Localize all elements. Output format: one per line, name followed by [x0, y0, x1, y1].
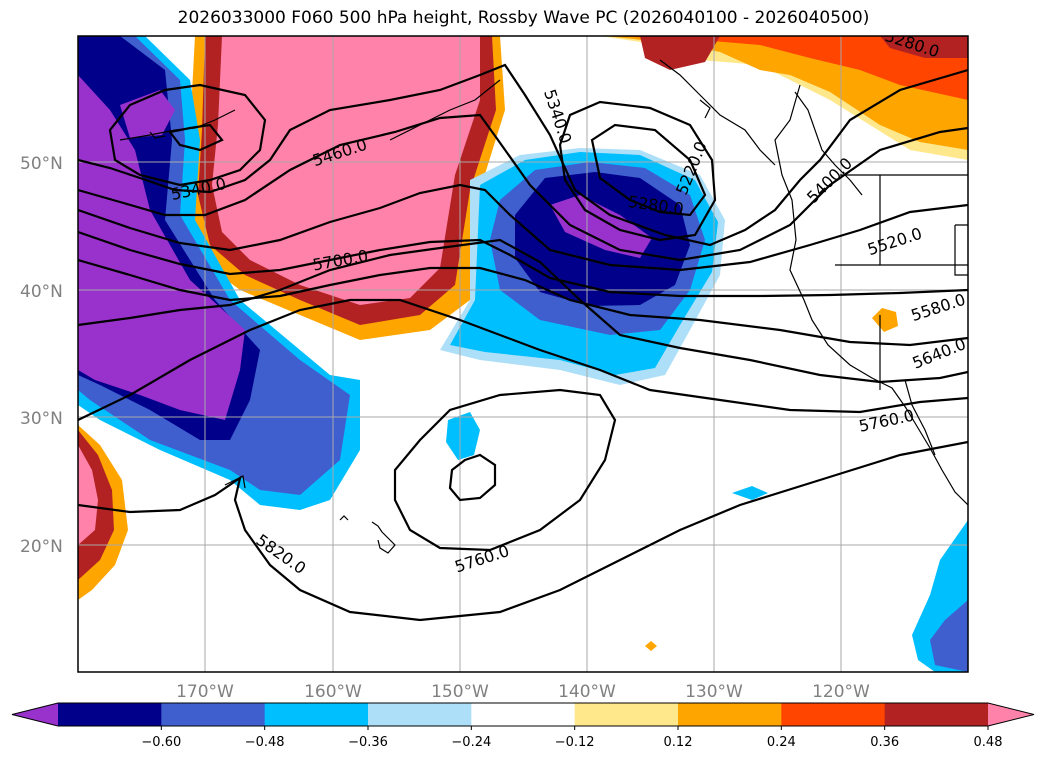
- lon-label-160w: 160°W: [304, 682, 362, 702]
- colorbar-segment: [574, 703, 679, 726]
- lon-label-170w: 170°W: [176, 682, 234, 702]
- colorbar-segment: [471, 703, 576, 726]
- colorbar-segment: [781, 703, 886, 726]
- contour-5280-west-inner: [168, 123, 224, 152]
- colorbar-segment: [58, 703, 162, 726]
- colorbar-tick-label: 0.48: [974, 735, 1003, 750]
- latitude-labels: 50°N 40°N 30°N 20°N: [20, 154, 63, 557]
- contour-5820: [78, 440, 968, 622]
- colorbar-tick-label: 0.36: [870, 735, 899, 750]
- contour-5340-west: [108, 83, 267, 187]
- contour-5760-south: [393, 388, 617, 552]
- contour-5760-inner: [448, 453, 497, 502]
- colorbar-outline: [11, 702, 1035, 727]
- colorbar-segment: [884, 703, 989, 726]
- longitude-labels: 170°W 160°W 150°W 140°W 130°W 120°W: [176, 682, 870, 702]
- map-plot-area: 5280.0 5340.0 5340.0 5460.0 5220.0 5280.…: [78, 36, 968, 672]
- negative-anomaly-small: [446, 308, 968, 672]
- height-contours: [78, 63, 968, 622]
- colorbar-tick-label: −0.36: [348, 735, 388, 750]
- colorbar-arrow-low: [12, 703, 58, 726]
- positive-anomaly-northeast: [600, 36, 968, 160]
- colorbar-tick-label: 0.12: [664, 735, 693, 750]
- colorbar-segment: [264, 703, 369, 726]
- colorbar-tick-label: 0.24: [767, 735, 796, 750]
- colorbar-segment: [161, 703, 266, 726]
- colorbar-tick-label: −0.48: [245, 735, 285, 750]
- lat-label-40n: 40°N: [20, 282, 63, 302]
- positive-anomaly-aleutian: [185, 36, 505, 340]
- contour-5340-east: [558, 100, 717, 242]
- map-frame: [77, 35, 969, 673]
- lon-label-150w: 150°W: [431, 682, 489, 702]
- lat-label-50n: 50°N: [20, 154, 63, 174]
- positive-anomaly-west-edge: [78, 425, 128, 600]
- colorbar-segment: [678, 703, 782, 726]
- colorbar-tick-label: −0.60: [141, 735, 181, 750]
- colorbar-segment: [368, 703, 472, 726]
- lon-label-140w: 140°W: [558, 682, 616, 702]
- contour-5700: [78, 238, 968, 384]
- contour-5520: [78, 183, 968, 272]
- map-title: 2026033000 F060 500 hPa height, Rossby W…: [177, 8, 870, 28]
- colorbar-tick-label: −0.24: [451, 735, 491, 750]
- contour-5760-north: [78, 298, 968, 421]
- contour-5460: [78, 113, 968, 262]
- contour-5400: [78, 63, 968, 247]
- contour-5280-east: [590, 123, 707, 217]
- colorbar: −0.60 −0.48 −0.36 −0.24 −0.12 0.12 0.24 0.36 0.4…: [11, 702, 1035, 750]
- coastlines: [119, 59, 968, 554]
- contour-5580: [78, 230, 968, 298]
- lat-label-30n: 30°N: [20, 409, 63, 429]
- colorbar-tick-label: −0.12: [555, 735, 595, 750]
- lon-label-130w: 130°W: [685, 682, 743, 702]
- lon-label-120w: 120°W: [812, 682, 870, 702]
- contour-5640: [78, 258, 968, 347]
- negative-anomaly-west: [78, 36, 360, 510]
- lat-label-20n: 20°N: [20, 537, 63, 557]
- colorbar-arrow-high: [988, 703, 1034, 726]
